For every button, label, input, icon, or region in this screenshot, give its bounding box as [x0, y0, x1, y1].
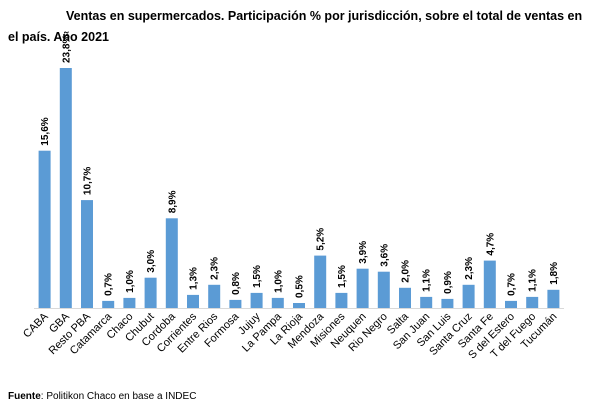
data-label-1: 23,8% [61, 35, 72, 63]
source-note: Fuente: Politikon Chaco en base a INDEC [8, 391, 196, 402]
bar-23 [526, 296, 539, 308]
data-label-18: 1,1% [422, 269, 433, 292]
bar-11 [271, 297, 284, 308]
data-label-21: 4,7% [485, 233, 496, 256]
bar-24 [547, 289, 560, 308]
bar-3 [102, 300, 115, 308]
bar-12 [293, 303, 305, 308]
source-text: : Politikon Chaco en base a INDEC [40, 391, 197, 402]
data-label-2: 10,7% [83, 167, 94, 195]
bar-9 [229, 299, 242, 308]
data-label-17: 2,0% [401, 260, 412, 283]
bar-5 [144, 277, 157, 308]
bar-22 [505, 300, 517, 308]
data-label-13: 5,2% [316, 228, 327, 251]
data-label-9: 0,8% [231, 272, 242, 295]
bar-1 [59, 68, 72, 308]
bar-4 [123, 297, 136, 308]
bar-20 [462, 284, 475, 308]
data-label-0: 15,6% [40, 117, 51, 145]
bar-10 [250, 292, 263, 308]
bar-19 [441, 298, 454, 308]
tick-label-0: CABA [21, 310, 51, 340]
data-label-8: 2,3% [210, 257, 221, 280]
source-label: Fuente [8, 391, 41, 402]
bar-21 [483, 260, 496, 308]
data-label-16: 3,6% [379, 244, 390, 267]
bar-13 [314, 255, 327, 308]
chart-title: Ventas en supermercados. Participación %… [8, 9, 583, 44]
data-label-24: 1,8% [549, 262, 560, 285]
bar-16 [377, 271, 390, 308]
data-label-19: 0,9% [443, 271, 454, 294]
bar-8 [208, 284, 221, 308]
data-label-14: 1,5% [337, 265, 348, 288]
bar-18 [420, 296, 433, 308]
bar-7 [187, 294, 199, 308]
data-label-4: 1,0% [125, 270, 136, 293]
data-label-20: 2,3% [464, 257, 475, 280]
bar-2 [81, 200, 93, 308]
data-label-7: 1,3% [189, 267, 200, 290]
data-label-5: 3,0% [146, 250, 157, 273]
bar-6 [165, 218, 178, 308]
data-label-10: 1,5% [252, 265, 263, 288]
data-label-22: 0,7% [507, 273, 518, 296]
data-label-3: 0,7% [104, 273, 115, 296]
data-label-12: 0,5% [295, 275, 306, 298]
bar-17 [399, 287, 411, 308]
bar-15 [356, 268, 369, 308]
bar-0 [38, 150, 51, 308]
data-label-6: 8,9% [167, 190, 178, 213]
data-label-11: 1,0% [273, 270, 284, 293]
data-label-15: 3,9% [358, 241, 369, 264]
bar-14 [335, 292, 348, 308]
data-label-23: 1,1% [528, 269, 539, 292]
